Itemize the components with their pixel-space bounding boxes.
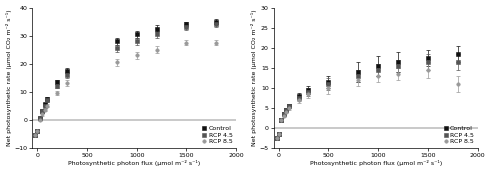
Control xyxy=(32,134,38,136)
Control xyxy=(34,130,40,132)
RCP 4.5 xyxy=(213,23,219,25)
RCP 8.5 xyxy=(286,107,292,109)
Control xyxy=(154,28,160,30)
Control xyxy=(273,137,279,139)
Legend: Control, RCP 4.5, RCP 8.5: Control, RCP 4.5, RCP 8.5 xyxy=(442,125,474,145)
RCP 8.5 xyxy=(213,42,219,44)
Control xyxy=(184,23,190,25)
Control xyxy=(281,113,287,115)
Control xyxy=(455,53,461,55)
Control xyxy=(213,20,219,23)
RCP 4.5 xyxy=(44,99,50,101)
X-axis label: Photosynthetic photon flux (μmol m⁻² s⁻¹): Photosynthetic photon flux (μmol m⁻² s⁻¹… xyxy=(68,160,200,166)
RCP 8.5 xyxy=(184,42,190,44)
RCP 4.5 xyxy=(375,69,381,71)
Control xyxy=(326,81,331,83)
Line: RCP 4.5: RCP 4.5 xyxy=(275,60,460,139)
RCP 8.5 xyxy=(273,137,279,139)
Control xyxy=(44,98,50,100)
RCP 4.5 xyxy=(114,47,120,49)
RCP 4.5 xyxy=(37,117,43,119)
Control xyxy=(375,65,381,67)
RCP 4.5 xyxy=(154,33,160,35)
Control xyxy=(114,40,120,42)
RCP 8.5 xyxy=(395,73,401,75)
Line: RCP 4.5: RCP 4.5 xyxy=(33,23,218,137)
Legend: Control, RCP 4.5, RCP 8.5: Control, RCP 4.5, RCP 8.5 xyxy=(201,125,233,145)
RCP 8.5 xyxy=(134,54,139,56)
Line: Control: Control xyxy=(33,20,218,137)
Control xyxy=(54,81,60,83)
RCP 4.5 xyxy=(355,75,361,77)
RCP 4.5 xyxy=(276,133,282,135)
RCP 8.5 xyxy=(44,105,50,107)
RCP 8.5 xyxy=(283,111,289,113)
Y-axis label: Net photosynthetic rate (μmol CO₂ m⁻² s⁻¹): Net photosynthetic rate (μmol CO₂ m⁻² s⁻… xyxy=(251,9,257,146)
Y-axis label: Net photosynthetic rate (μmol CO₂ m⁻² s⁻¹): Net photosynthetic rate (μmol CO₂ m⁻² s⁻… xyxy=(5,9,12,146)
RCP 8.5 xyxy=(54,92,60,94)
RCP 4.5 xyxy=(273,137,279,139)
RCP 4.5 xyxy=(425,61,431,63)
RCP 8.5 xyxy=(42,109,48,111)
RCP 8.5 xyxy=(326,87,331,89)
RCP 4.5 xyxy=(455,61,461,63)
Control xyxy=(283,109,289,111)
Line: RCP 8.5: RCP 8.5 xyxy=(275,68,460,139)
Control xyxy=(64,70,70,72)
RCP 4.5 xyxy=(34,130,40,132)
Control xyxy=(37,117,43,119)
RCP 4.5 xyxy=(184,26,190,28)
RCP 8.5 xyxy=(32,134,38,136)
Line: Control: Control xyxy=(275,52,460,139)
RCP 8.5 xyxy=(455,83,461,85)
RCP 4.5 xyxy=(305,91,311,93)
Control xyxy=(278,119,284,121)
RCP 8.5 xyxy=(34,130,40,132)
RCP 4.5 xyxy=(326,83,331,85)
Control xyxy=(276,133,282,135)
RCP 4.5 xyxy=(32,134,38,136)
Control xyxy=(134,33,139,35)
Control xyxy=(296,95,301,97)
RCP 4.5 xyxy=(281,113,287,115)
RCP 8.5 xyxy=(375,75,381,77)
RCP 8.5 xyxy=(64,82,70,84)
Control xyxy=(305,89,311,91)
X-axis label: Photosynthetic photon flux (μmol m⁻² s⁻¹): Photosynthetic photon flux (μmol m⁻² s⁻¹… xyxy=(309,160,442,166)
Line: RCP 8.5: RCP 8.5 xyxy=(33,41,218,137)
Control xyxy=(42,103,48,105)
RCP 8.5 xyxy=(296,99,301,101)
RCP 4.5 xyxy=(283,109,289,111)
Control xyxy=(395,61,401,63)
Control xyxy=(355,71,361,73)
Control xyxy=(286,105,292,107)
RCP 4.5 xyxy=(296,97,301,99)
RCP 8.5 xyxy=(278,119,284,121)
Control xyxy=(425,57,431,59)
RCP 8.5 xyxy=(425,69,431,71)
RCP 8.5 xyxy=(355,79,361,81)
RCP 8.5 xyxy=(276,133,282,135)
RCP 8.5 xyxy=(114,61,120,63)
RCP 8.5 xyxy=(281,115,287,117)
RCP 4.5 xyxy=(39,110,45,112)
RCP 4.5 xyxy=(395,65,401,67)
Control xyxy=(39,110,45,112)
RCP 8.5 xyxy=(305,93,311,95)
RCP 8.5 xyxy=(39,113,45,115)
RCP 8.5 xyxy=(37,119,43,121)
RCP 4.5 xyxy=(278,119,284,121)
RCP 4.5 xyxy=(64,74,70,76)
RCP 4.5 xyxy=(42,105,48,107)
RCP 4.5 xyxy=(134,40,139,42)
RCP 8.5 xyxy=(154,49,160,51)
RCP 4.5 xyxy=(54,85,60,87)
RCP 4.5 xyxy=(286,105,292,107)
